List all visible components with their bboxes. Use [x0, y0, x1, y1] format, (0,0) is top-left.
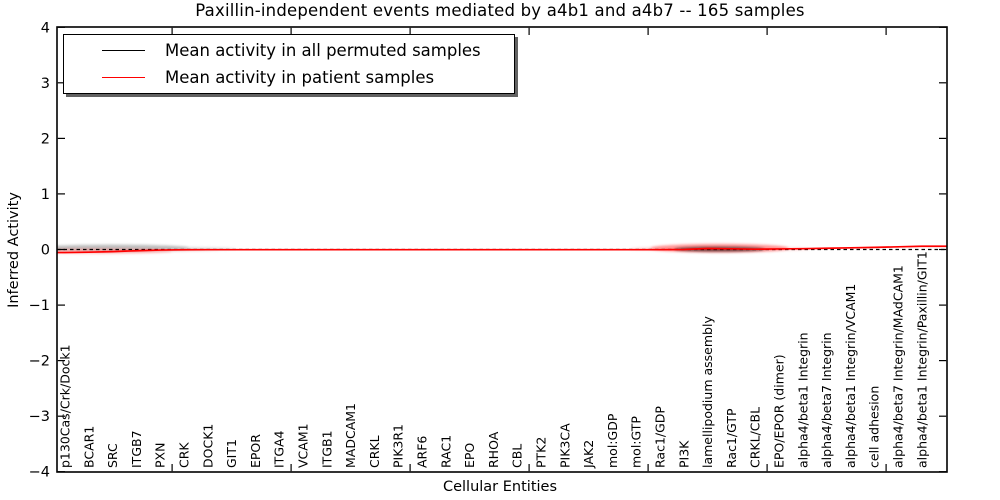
- x-tick-label: ITGB7: [129, 430, 144, 468]
- y-tick-labels: −4 −3 −2 −1 0 1 2 3 4: [29, 20, 50, 480]
- svg-text:2: 2: [41, 131, 50, 147]
- x-tick-label: CBL: [510, 444, 525, 468]
- x-tick-label: ARF6: [415, 436, 430, 468]
- x-tick-label: VCAM1: [296, 423, 311, 468]
- chart-title: Paxillin-independent events mediated by …: [195, 1, 805, 20]
- x-tick-label: JAK2: [581, 440, 596, 469]
- x-tick-label: ITGA4: [272, 430, 287, 468]
- x-axis-ticks: [171, 27, 887, 472]
- x-tick-label: PI3K: [676, 440, 691, 468]
- svg-text:−2: −2: [29, 354, 50, 370]
- x-tick-label: MADCAM1: [343, 403, 358, 468]
- x-tick-label: Rac1/GTP: [724, 408, 739, 468]
- svg-text:3: 3: [41, 76, 50, 92]
- x-tick-label: cell adhesion: [867, 386, 882, 468]
- x-tick-label: CRK: [177, 442, 192, 468]
- x-tick-label: lamellipodium assembly: [700, 316, 715, 468]
- legend-label-patient: Mean activity in patient samples: [165, 67, 435, 87]
- x-tick-label: PIK3R1: [391, 424, 406, 468]
- x-tick-labels: p130Cas/Crk/Dock1 BCAR1 SRC ITGB7 PXN CRK DOCK…: [58, 251, 930, 469]
- legend-entry-permuted: Mean activity in all permuted samples: [64, 38, 514, 64]
- x-tick-label: ITGB1: [319, 430, 334, 468]
- x-tick-label: EPO: [462, 443, 477, 468]
- x-tick-label: DOCK1: [200, 424, 215, 468]
- svg-text:−4: −4: [29, 465, 50, 481]
- x-tick-label: PIK3CA: [557, 423, 572, 468]
- x-tick-label: mol:GTP: [629, 416, 644, 468]
- series-line-1: [57, 245, 947, 254]
- x-tick-label: alpha4/beta7 Integrin/MAdCAM1: [891, 265, 906, 468]
- patient-line-swatch-icon: [102, 76, 145, 78]
- legend-entry-patient: Mean activity in patient samples: [64, 64, 514, 90]
- y-axis-ticks: [57, 26, 947, 473]
- x-tick-label: SRC: [105, 443, 120, 468]
- x-tick-label: PTK2: [534, 437, 549, 468]
- svg-text:4: 4: [41, 20, 50, 36]
- x-tick-label: Rac1/GDP: [653, 406, 668, 468]
- x-tick-label: PXN: [153, 443, 168, 468]
- x-tick-label: GIT1: [224, 439, 239, 468]
- x-tick-label: RHOA: [486, 431, 501, 468]
- svg-text:−3: −3: [29, 409, 50, 425]
- x-tick-label: EPO/EPOR (dimer): [772, 354, 787, 468]
- x-tick-label: mol:GDP: [605, 413, 620, 468]
- x-tick-label: BCAR1: [81, 426, 96, 468]
- svg-text:1: 1: [41, 187, 50, 203]
- x-axis-label: Cellular Entities: [442, 479, 558, 495]
- legend: Mean activity in all permuted samples Me…: [63, 34, 515, 94]
- x-tick-label: alpha4/beta1 Integrin: [795, 332, 810, 468]
- x-tick-label: p130Cas/Crk/Dock1: [58, 344, 73, 468]
- y-axis-label: Inferred Activity: [6, 192, 22, 308]
- x-tick-label: alpha4/beta7 Integrin: [819, 332, 834, 468]
- legend-label-permuted: Mean activity in all permuted samples: [165, 41, 481, 61]
- permuted-line-swatch-icon: [102, 50, 145, 52]
- x-tick-label: RAC1: [438, 435, 453, 468]
- x-tick-label: alpha4/beta1 Integrin/VCAM1: [843, 284, 858, 468]
- plot-border: [56, 26, 948, 473]
- x-tick-label: EPOR: [248, 434, 263, 468]
- x-tick-label: CRKL: [367, 435, 382, 468]
- svg-text:−1: −1: [29, 298, 50, 314]
- x-tick-label: alpha4/beta1 Integrin/Paxillin/GIT1: [914, 251, 929, 468]
- x-tick-label: CRKL/CBL: [748, 407, 763, 468]
- svg-text:0: 0: [41, 243, 50, 259]
